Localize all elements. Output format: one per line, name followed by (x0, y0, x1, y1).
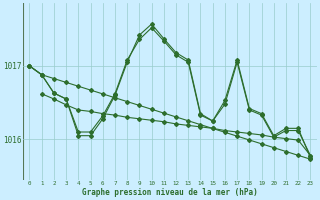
X-axis label: Graphe pression niveau de la mer (hPa): Graphe pression niveau de la mer (hPa) (82, 188, 258, 197)
